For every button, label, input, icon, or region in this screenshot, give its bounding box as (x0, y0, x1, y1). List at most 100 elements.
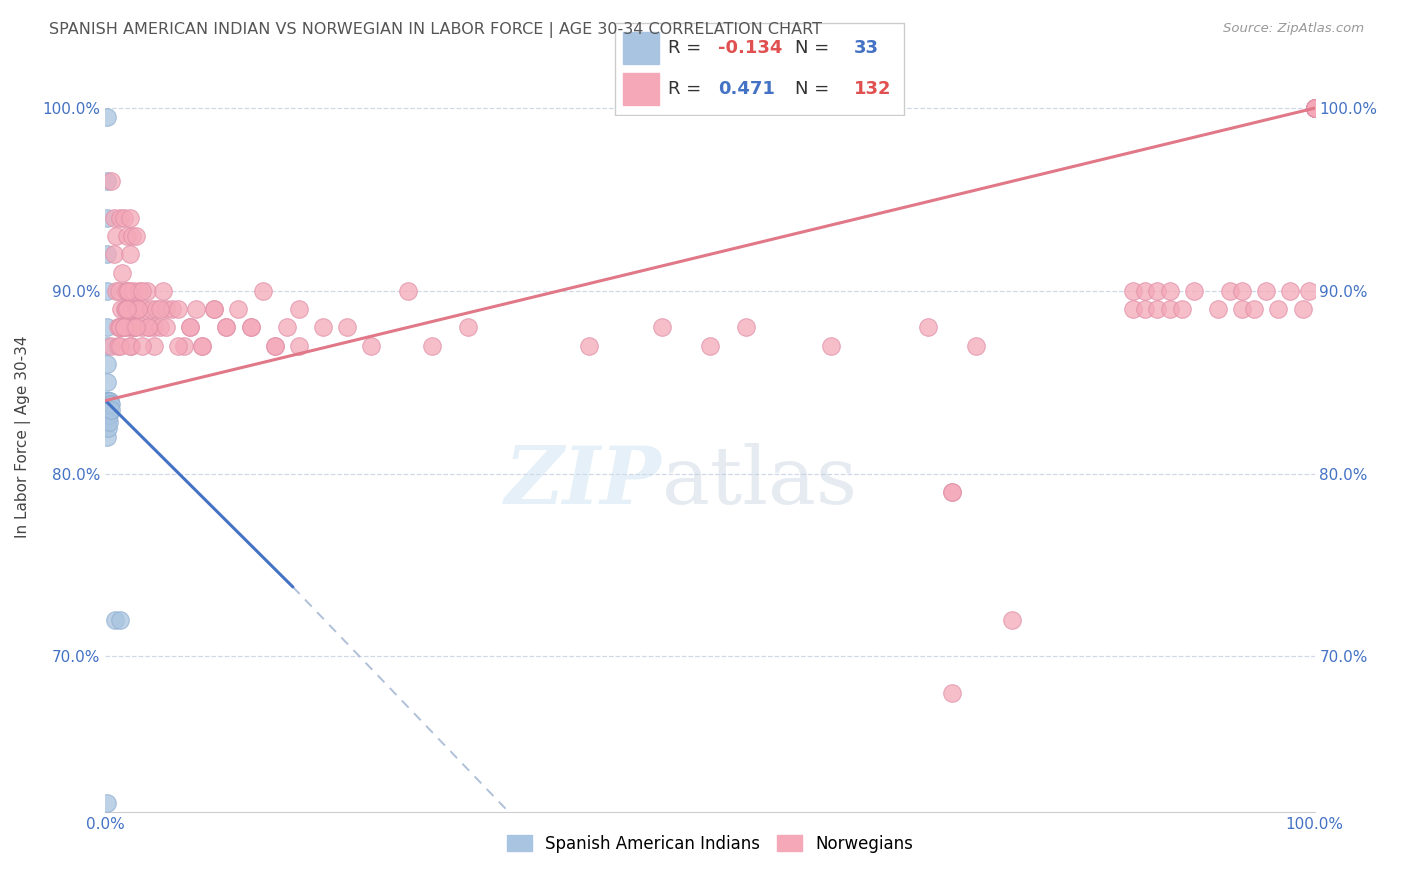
Point (124, 320, 146, 334)
Point (108, 613, 131, 627)
Point (1159, 302, 1181, 317)
Point (136, 320, 159, 334)
Point (145, 302, 167, 317)
Point (103, 211, 125, 225)
Point (98, 401, 121, 415)
Point (122, 284, 145, 298)
Point (1298, 284, 1320, 298)
Point (1230, 284, 1253, 298)
Point (98, 393, 121, 408)
Text: -0.134: -0.134 (718, 38, 782, 56)
Point (1256, 284, 1278, 298)
Legend: Spanish American Indians, Norwegians: Spanish American Indians, Norwegians (501, 829, 920, 860)
Point (1219, 284, 1241, 298)
Point (149, 320, 172, 334)
Point (155, 320, 177, 334)
Point (288, 302, 311, 317)
Point (100, 339, 122, 353)
Point (179, 320, 201, 334)
Point (124, 302, 148, 317)
Point (191, 339, 214, 353)
Point (96, 247, 118, 261)
Point (160, 302, 183, 317)
Point (115, 302, 138, 317)
Point (155, 302, 177, 317)
Point (1303, 101, 1326, 115)
Point (1135, 284, 1157, 298)
FancyBboxPatch shape (614, 23, 904, 115)
Point (1135, 302, 1157, 317)
Point (108, 211, 131, 225)
Point (228, 302, 250, 317)
Point (98, 397, 121, 411)
Point (142, 339, 165, 353)
Point (120, 320, 142, 334)
Point (1303, 101, 1326, 115)
Text: N =: N = (794, 79, 835, 98)
Point (97, 412, 120, 426)
Point (941, 484, 963, 499)
Point (131, 339, 153, 353)
Point (97, 393, 120, 408)
Point (152, 284, 174, 298)
Point (215, 320, 238, 334)
Y-axis label: In Labor Force | Age 30-34: In Labor Force | Age 30-34 (15, 335, 31, 539)
Point (96, 211, 118, 225)
Point (202, 302, 225, 317)
Point (96, 796, 118, 810)
Point (100, 397, 122, 411)
Text: 0.471: 0.471 (718, 79, 775, 98)
Point (1243, 302, 1265, 317)
Point (1303, 101, 1326, 115)
Point (651, 320, 673, 334)
Point (1303, 101, 1326, 115)
Point (186, 302, 208, 317)
Point (1122, 284, 1144, 298)
Point (97, 402, 120, 417)
Point (965, 339, 987, 353)
Point (1279, 284, 1302, 298)
Point (127, 302, 149, 317)
Point (98, 408, 121, 422)
Point (239, 320, 262, 334)
Point (98, 393, 121, 408)
Point (105, 284, 128, 298)
Point (107, 284, 129, 298)
Point (1291, 302, 1313, 317)
Point (1122, 302, 1144, 317)
Point (1303, 101, 1326, 115)
Point (97, 421, 120, 435)
Point (96, 393, 118, 408)
Point (96, 110, 118, 124)
Point (312, 320, 335, 334)
Text: atlas: atlas (662, 443, 856, 521)
Point (138, 320, 160, 334)
Bar (623, 32, 659, 63)
Point (131, 320, 153, 334)
Text: 33: 33 (853, 38, 879, 56)
Text: Source: ZipAtlas.com: Source: ZipAtlas.com (1223, 22, 1364, 36)
Point (215, 320, 238, 334)
Bar (623, 73, 659, 104)
Point (121, 229, 143, 244)
Point (98, 397, 121, 411)
Point (141, 302, 163, 317)
Point (112, 320, 135, 334)
Point (117, 284, 139, 298)
Point (336, 320, 359, 334)
Point (108, 320, 131, 334)
Point (107, 320, 129, 334)
Point (96, 174, 118, 188)
Point (239, 320, 262, 334)
Point (820, 339, 842, 353)
Point (110, 302, 132, 317)
Point (149, 302, 172, 317)
Point (252, 284, 274, 298)
Point (941, 484, 963, 499)
Point (1001, 613, 1024, 627)
Point (1159, 284, 1181, 298)
Point (96, 339, 118, 353)
Point (1303, 101, 1326, 115)
Point (121, 302, 143, 317)
Point (1303, 101, 1326, 115)
